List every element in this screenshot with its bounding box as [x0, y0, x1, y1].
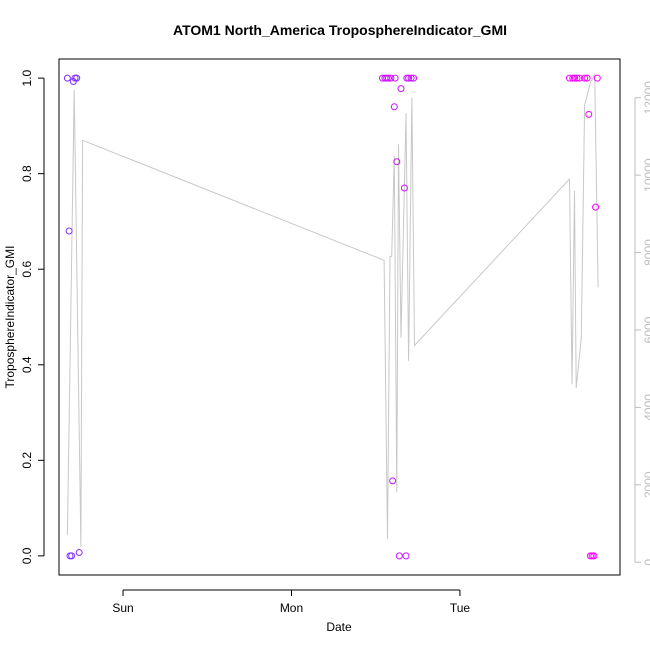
x-axis-label: Date [326, 620, 352, 634]
y-axis-label: TroposphereIndicator_GMI [3, 246, 17, 389]
data-point [63, 74, 71, 82]
data-point [68, 552, 76, 560]
data-point [585, 110, 593, 118]
left-tick-label: 0.4 [20, 356, 34, 373]
data-point [387, 74, 395, 82]
left-tick-label: 0.2 [20, 452, 34, 469]
data-point [405, 74, 413, 82]
data-point [73, 74, 81, 82]
secondary-line-path [66, 72, 599, 547]
left-tick-label: 0.8 [20, 165, 34, 182]
data-point [571, 74, 578, 82]
x-tick-label: Sun [112, 601, 133, 615]
data-point [593, 74, 601, 82]
data-point [389, 477, 397, 485]
data-point [390, 103, 398, 111]
right-tick-label: 12000 [642, 81, 650, 115]
right-axis: 0 2000 4000 6000 8000 10000 12000 [634, 81, 650, 566]
data-point [590, 552, 598, 560]
secondary-series-line [66, 72, 599, 547]
right-tick-label: 0 [642, 559, 650, 566]
x-axis: Sun Mon Tue [112, 589, 471, 615]
data-point [397, 85, 405, 93]
right-tick-label: 6000 [642, 316, 650, 343]
data-point [75, 549, 83, 556]
data-point [400, 184, 408, 192]
right-tick-label: 8000 [642, 239, 650, 266]
chart-title: ATOM1 North_America TroposphereIndicator… [173, 22, 507, 38]
data-point [395, 552, 403, 560]
plot-frame [58, 58, 621, 576]
data-point [410, 74, 418, 82]
data-point [592, 203, 600, 211]
data-point [583, 74, 591, 82]
data-point [384, 74, 392, 82]
data-point [393, 158, 401, 166]
data-point [566, 74, 573, 82]
data-point [407, 74, 415, 82]
left-axis: 0.0 0.2 0.4 0.6 0.8 1.0 [20, 69, 45, 564]
x-tick-label: Mon [280, 601, 303, 615]
data-point [573, 74, 581, 82]
right-tick-label: 4000 [642, 394, 650, 421]
x-tick-label: Tue [450, 601, 471, 615]
data-point [576, 74, 584, 82]
data-point [391, 74, 399, 82]
right-tick-label: 10000 [642, 158, 650, 192]
data-point [65, 227, 73, 235]
data-points [63, 74, 601, 560]
left-tick-label: 0.6 [20, 261, 34, 278]
data-point [402, 552, 410, 560]
data-point [581, 74, 589, 82]
left-tick-label: 0.0 [20, 547, 34, 564]
right-tick-label: 2000 [642, 471, 650, 498]
left-tick-label: 1.0 [20, 69, 34, 86]
